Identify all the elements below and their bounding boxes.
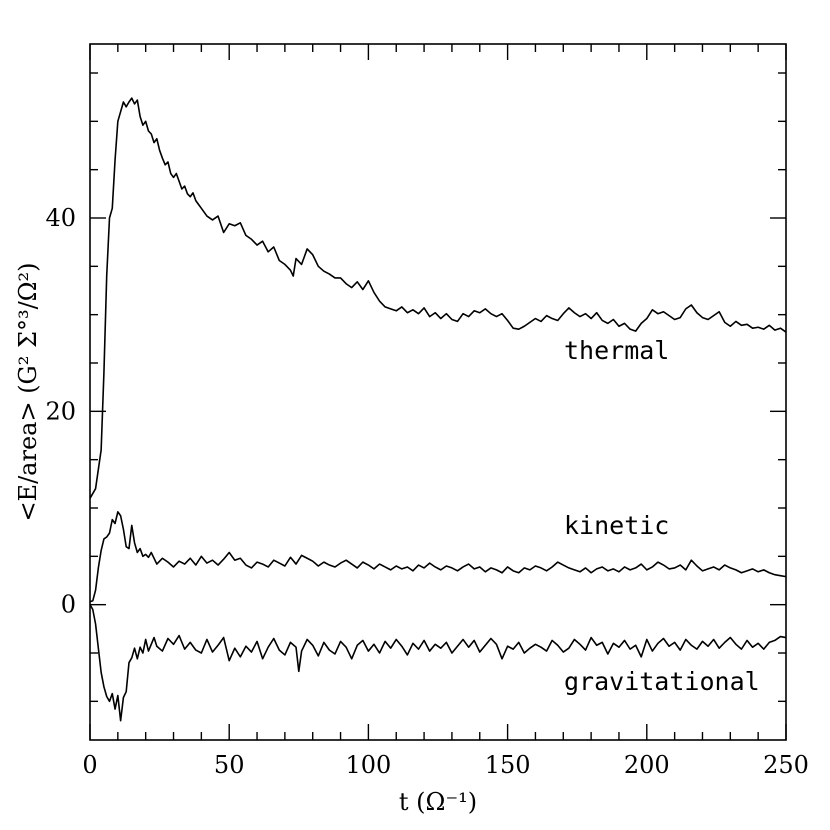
plot-frame xyxy=(89,43,787,741)
x-tick-label: 200 xyxy=(624,751,670,779)
y-tick-label: 0 xyxy=(61,591,76,619)
x-tick-label: 50 xyxy=(214,751,245,779)
y-tick-label: 20 xyxy=(45,397,76,425)
series-lines xyxy=(89,97,787,722)
annotation-gravitational: gravitational xyxy=(564,667,760,696)
tick-marks xyxy=(89,44,787,740)
x-tick-label: 150 xyxy=(485,751,531,779)
y-tick-label: 40 xyxy=(45,204,76,232)
tick-labels: 0 50 100 150 200 250 0 20 40 xyxy=(45,204,808,779)
series-line-thermal xyxy=(89,97,787,499)
x-axis-title: t (Ω⁻¹) xyxy=(399,788,477,816)
series-line-kinetic xyxy=(89,511,787,603)
x-tick-label: 250 xyxy=(763,751,809,779)
y-axis-title: <E/area> (G² Σ°³/Ω²) xyxy=(14,262,42,521)
x-tick-label: 100 xyxy=(345,751,391,779)
series-line-gravitational xyxy=(89,604,787,722)
annotation-kinetic: kinetic xyxy=(564,511,669,540)
annotation-thermal: thermal xyxy=(564,336,669,365)
x-tick-label: 0 xyxy=(82,751,97,779)
